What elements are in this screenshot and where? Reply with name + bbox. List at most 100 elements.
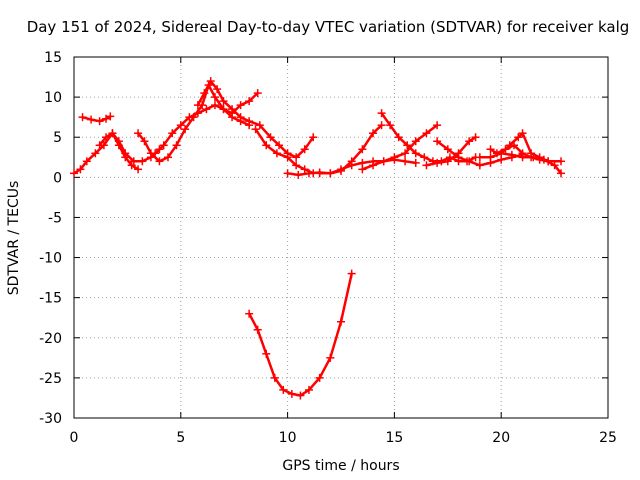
- series-sat-c: [95, 129, 164, 166]
- data-point: [228, 105, 237, 114]
- series-sat-k: [358, 121, 442, 174]
- data-point: [95, 141, 104, 150]
- data-point: [253, 325, 262, 334]
- data-point: [283, 169, 292, 178]
- data-point: [544, 157, 553, 166]
- data-point: [454, 153, 463, 162]
- data-point: [535, 153, 544, 162]
- data-point: [315, 169, 324, 178]
- data-point: [134, 165, 143, 174]
- data-point: [347, 269, 356, 278]
- data-point: [172, 141, 181, 150]
- data-point: [369, 161, 378, 170]
- x-tick-label: 0: [70, 430, 79, 446]
- data-point: [206, 77, 215, 86]
- data-point: [193, 109, 202, 118]
- y-axis-label: SDTVAR / TECUs: [6, 181, 22, 296]
- data-point: [253, 89, 262, 98]
- data-point: [294, 170, 303, 179]
- y-tick-label: -30: [39, 411, 62, 427]
- data-point: [296, 391, 305, 400]
- data-point: [557, 157, 566, 166]
- data-point: [403, 141, 412, 150]
- data-point: [433, 158, 442, 167]
- data-point: [87, 115, 96, 124]
- data-point: [138, 157, 147, 166]
- y-tick-label: -5: [48, 210, 62, 226]
- data-point: [377, 121, 386, 130]
- x-tick-label: 5: [176, 430, 185, 446]
- data-point: [475, 153, 484, 162]
- data-point: [401, 157, 410, 166]
- data-point: [433, 137, 442, 146]
- series-sat-p: [497, 129, 553, 166]
- data-point: [411, 158, 420, 167]
- data-point: [76, 165, 85, 174]
- x-tick-label: 20: [492, 430, 510, 446]
- data-point: [70, 169, 78, 178]
- data-point: [266, 133, 275, 142]
- data-point: [292, 153, 301, 162]
- data-point: [181, 125, 190, 134]
- series-line: [247, 272, 353, 397]
- data-point: [358, 145, 367, 154]
- data-point: [518, 129, 527, 138]
- data-point: [202, 105, 211, 114]
- data-point: [106, 112, 115, 121]
- data-point: [486, 145, 495, 154]
- data-point: [283, 153, 292, 162]
- data-point: [82, 157, 91, 166]
- data-point: [176, 121, 185, 130]
- x-tick-label: 10: [279, 430, 297, 446]
- data-point: [168, 129, 177, 138]
- y-tick-label: 0: [53, 170, 62, 186]
- data-point: [411, 137, 420, 146]
- grid-lines: [74, 57, 608, 418]
- data-point: [514, 133, 523, 142]
- data-point: [163, 153, 172, 162]
- data-point: [369, 129, 378, 138]
- y-tick-label: -15: [39, 291, 62, 307]
- data-point: [475, 161, 484, 170]
- data-point: [129, 157, 138, 166]
- data-point: [270, 373, 279, 382]
- series-sat-b: [78, 112, 115, 126]
- data-point: [358, 165, 367, 174]
- data-point: [394, 133, 403, 142]
- data-point: [422, 161, 431, 170]
- x-tick-label: 15: [385, 430, 403, 446]
- data-point: [262, 349, 271, 358]
- data-point: [422, 129, 431, 138]
- data-point: [102, 133, 111, 142]
- data-point: [151, 149, 160, 158]
- y-tick-label: 15: [44, 50, 62, 66]
- data-point: [471, 133, 480, 142]
- data-point: [127, 161, 136, 170]
- data-point: [315, 373, 324, 382]
- data-point: [236, 101, 245, 110]
- data-point: [326, 169, 335, 178]
- x-axis-label: GPS time / hours: [282, 458, 399, 474]
- data-point: [193, 101, 202, 110]
- y-tick-label: -25: [39, 371, 62, 387]
- data-point: [102, 114, 111, 123]
- data-point: [279, 385, 288, 394]
- data-point: [507, 150, 516, 159]
- data-point: [236, 113, 245, 122]
- y-tick-label: -20: [39, 331, 62, 347]
- data-point: [433, 121, 442, 130]
- data-point: [347, 161, 356, 170]
- data-point: [518, 149, 527, 158]
- data-point: [465, 157, 474, 166]
- data-point: [255, 121, 264, 130]
- data-point: [251, 125, 260, 134]
- data-point: [337, 165, 345, 174]
- data-point: [210, 101, 219, 110]
- data-point: [185, 113, 194, 122]
- data-series: [70, 77, 566, 400]
- data-point: [121, 149, 130, 158]
- data-point: [443, 157, 452, 166]
- data-point: [557, 169, 566, 178]
- data-point: [390, 153, 399, 162]
- data-point: [443, 145, 452, 154]
